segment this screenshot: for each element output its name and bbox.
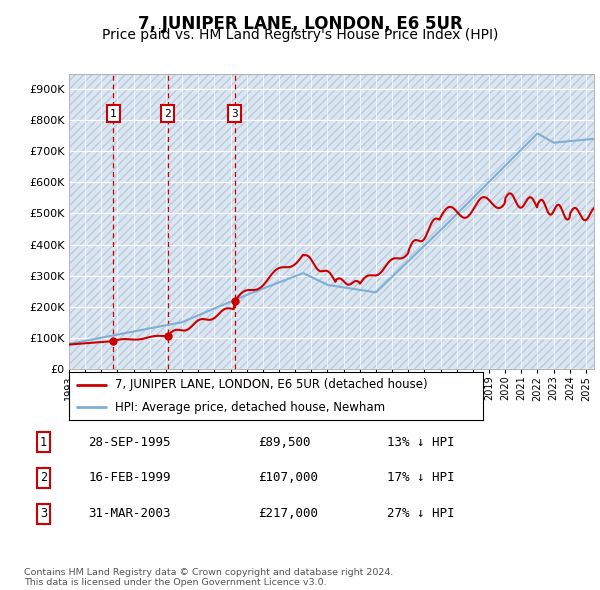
Text: 28-SEP-1995: 28-SEP-1995 xyxy=(88,435,170,448)
Text: 2: 2 xyxy=(40,471,47,484)
Text: Price paid vs. HM Land Registry's House Price Index (HPI): Price paid vs. HM Land Registry's House … xyxy=(102,28,498,42)
Text: £217,000: £217,000 xyxy=(259,507,319,520)
Text: Contains HM Land Registry data © Crown copyright and database right 2024.
This d: Contains HM Land Registry data © Crown c… xyxy=(24,568,394,587)
Text: 1: 1 xyxy=(110,109,116,119)
Text: 7, JUNIPER LANE, LONDON, E6 5UR: 7, JUNIPER LANE, LONDON, E6 5UR xyxy=(137,15,463,34)
Text: 2: 2 xyxy=(164,109,171,119)
Text: 1: 1 xyxy=(40,435,47,448)
Text: 16-FEB-1999: 16-FEB-1999 xyxy=(88,471,170,484)
Text: 7, JUNIPER LANE, LONDON, E6 5UR (detached house): 7, JUNIPER LANE, LONDON, E6 5UR (detache… xyxy=(115,378,427,391)
Text: 27% ↓ HPI: 27% ↓ HPI xyxy=(387,507,454,520)
Text: 17% ↓ HPI: 17% ↓ HPI xyxy=(387,471,454,484)
Text: £89,500: £89,500 xyxy=(259,435,311,448)
Text: 31-MAR-2003: 31-MAR-2003 xyxy=(88,507,170,520)
Text: 3: 3 xyxy=(231,109,238,119)
Text: 13% ↓ HPI: 13% ↓ HPI xyxy=(387,435,454,448)
Text: HPI: Average price, detached house, Newham: HPI: Average price, detached house, Newh… xyxy=(115,401,385,414)
Text: £107,000: £107,000 xyxy=(259,471,319,484)
Text: 3: 3 xyxy=(40,507,47,520)
